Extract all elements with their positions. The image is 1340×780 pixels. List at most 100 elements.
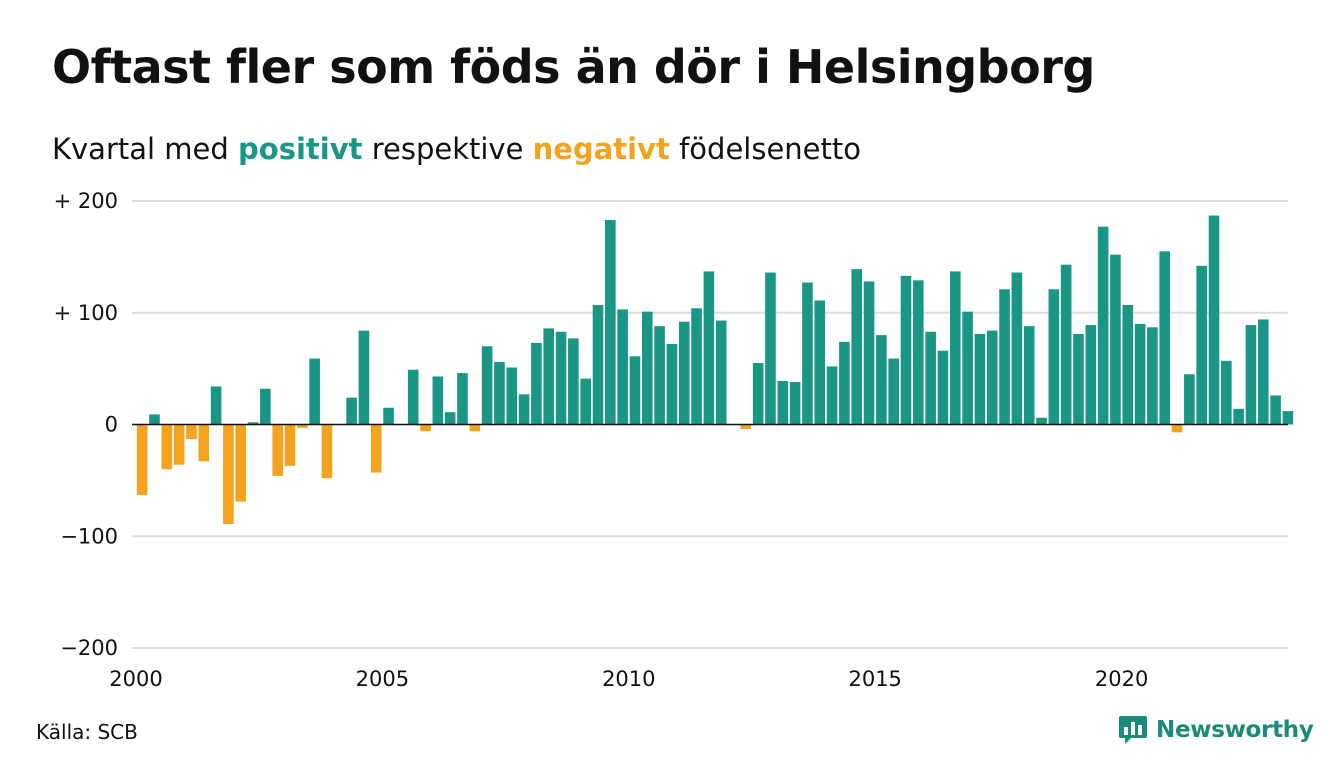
bar [1085, 325, 1097, 425]
bar [284, 424, 296, 466]
y-tick-label: + 100 [54, 301, 118, 325]
subtitle-positive-word: positivt [238, 132, 363, 166]
bar [297, 424, 308, 428]
bar [863, 281, 875, 425]
bar [1208, 215, 1220, 425]
bar [839, 341, 850, 425]
bar [925, 331, 936, 425]
bar [432, 376, 444, 425]
bar [1097, 226, 1109, 425]
bars [136, 215, 1294, 524]
bar [913, 280, 924, 425]
bar [555, 331, 567, 425]
subtitle-negative-word: negativt [532, 132, 670, 166]
bar [851, 269, 863, 425]
subtitle-middle: respektive [362, 132, 533, 166]
bar [1036, 417, 1047, 425]
y-tick-label: −100 [60, 524, 118, 548]
bar [186, 424, 197, 440]
bar [358, 330, 370, 425]
axes: + 200 + 100 0 −100 −200 2000 2005 2010 2015 2020 [54, 189, 1288, 691]
bar [802, 282, 813, 425]
bar [223, 424, 234, 524]
newsworthy-logo-icon [1119, 716, 1147, 744]
bar [1257, 319, 1269, 425]
bar [1233, 408, 1244, 425]
bar [494, 361, 505, 425]
bar [444, 412, 456, 425]
y-tick-label: −200 [60, 636, 118, 660]
bar [309, 358, 320, 425]
bar [691, 308, 702, 425]
bar [962, 311, 973, 425]
bar [986, 330, 998, 425]
bar [974, 333, 986, 425]
bar [506, 367, 518, 425]
bar [1023, 326, 1035, 425]
bar [210, 386, 222, 425]
bar [272, 424, 283, 476]
bar [629, 356, 641, 425]
bar [407, 369, 419, 425]
bar [370, 424, 382, 473]
bar [765, 272, 776, 425]
bar [752, 363, 764, 425]
bar [568, 338, 579, 425]
y-tick-label: + 200 [54, 189, 118, 213]
bar [136, 424, 148, 495]
newsworthy-logo: Newsworthy [1118, 714, 1314, 746]
bar [247, 422, 259, 425]
y-tick-label: 0 [105, 413, 118, 437]
bar [1159, 251, 1171, 425]
bar [543, 328, 555, 425]
bar [321, 424, 333, 479]
subtitle-prefix: Kvartal med [52, 132, 239, 166]
bar [1110, 254, 1121, 425]
bar [654, 326, 665, 425]
bar [1184, 374, 1195, 425]
bar [1245, 325, 1257, 425]
bar [1134, 323, 1146, 425]
bar [999, 289, 1010, 425]
bar [457, 373, 468, 425]
bar [789, 382, 801, 425]
x-tick-label: 2005 [356, 667, 409, 691]
bar [888, 358, 899, 425]
source-note: Källa: SCB [36, 720, 138, 744]
bar [173, 424, 185, 465]
bar [777, 380, 789, 425]
bar [592, 304, 604, 425]
bar [703, 271, 715, 425]
bar [949, 271, 961, 425]
x-tick-label: 2010 [602, 667, 655, 691]
bar [617, 309, 628, 425]
bar [1282, 411, 1294, 425]
chart-title: Oftast fler som föds än dör i Helsingbor… [52, 40, 1095, 94]
bar [814, 300, 826, 425]
bar [469, 424, 481, 432]
bar [666, 344, 678, 425]
x-tick-label: 2000 [109, 667, 162, 691]
x-tick-label: 2020 [1095, 667, 1148, 691]
bar [605, 220, 616, 425]
bar [876, 335, 887, 425]
bar [346, 397, 357, 425]
bar [383, 407, 394, 425]
bar [641, 311, 653, 425]
bar [740, 424, 752, 429]
bar [1060, 264, 1072, 425]
bar [1048, 289, 1060, 425]
bar [900, 275, 912, 425]
bar [1196, 265, 1207, 425]
bar [481, 346, 493, 425]
bar [678, 321, 690, 425]
bar [1171, 424, 1183, 433]
subtitle-suffix: födelsenetto [669, 132, 861, 166]
bar [161, 424, 173, 470]
x-tick-label: 2015 [848, 667, 901, 691]
bar [1221, 360, 1232, 425]
bar [1011, 272, 1023, 425]
bar [1270, 395, 1281, 425]
newsworthy-logo-text: Newsworthy [1156, 717, 1314, 743]
bar [580, 378, 591, 425]
